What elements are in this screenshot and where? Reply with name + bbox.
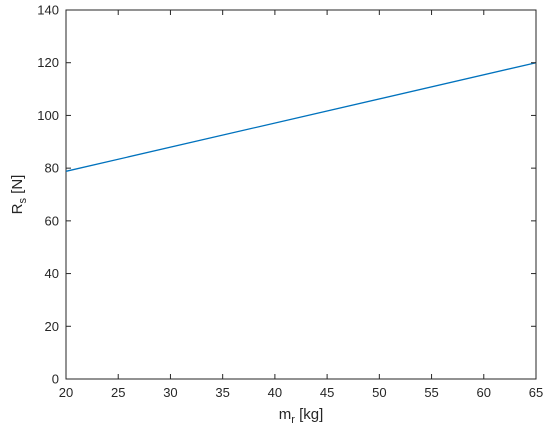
x-tick-label: 20 [59,385,73,400]
series-layer [65,62,537,172]
labels-layer: mr [kg] Rs [N] [9,175,323,426]
x-tick-label: 50 [372,385,386,400]
y-tick-label: 80 [45,161,59,176]
y-axis-label-unit: [N] [9,175,26,198]
y-axis-label-base: R [9,203,26,214]
y-tick-label: 40 [45,266,59,281]
y-tick-label: 20 [45,319,59,334]
x-tick-label: 60 [477,385,491,400]
x-tick-label: 40 [268,385,282,400]
y-axis-label: Rs [N] [9,175,29,215]
x-tick-label: 25 [111,385,125,400]
y-tick-label: 140 [37,3,59,18]
x-tick-label: 65 [529,385,543,400]
y-tick-label: 60 [45,213,59,228]
y-tick-label: 120 [37,55,59,70]
x-tick-label: 35 [215,385,229,400]
x-axis-label: mr [kg] [279,406,324,426]
x-axis-label-unit: [kg] [295,406,323,423]
y-axis-label-subscript: s [17,198,29,204]
plot-box [65,9,537,380]
series-line [65,62,537,172]
x-tick-label: 45 [320,385,334,400]
x-tick-label: 30 [163,385,177,400]
y-tick-label: 0 [52,372,59,387]
x-axis-label-base: m [279,406,292,423]
y-tick-label: 100 [37,108,59,123]
plot-area [65,9,537,380]
x-tick-label: 55 [424,385,438,400]
x-axis-label-subscript: r [291,414,295,426]
